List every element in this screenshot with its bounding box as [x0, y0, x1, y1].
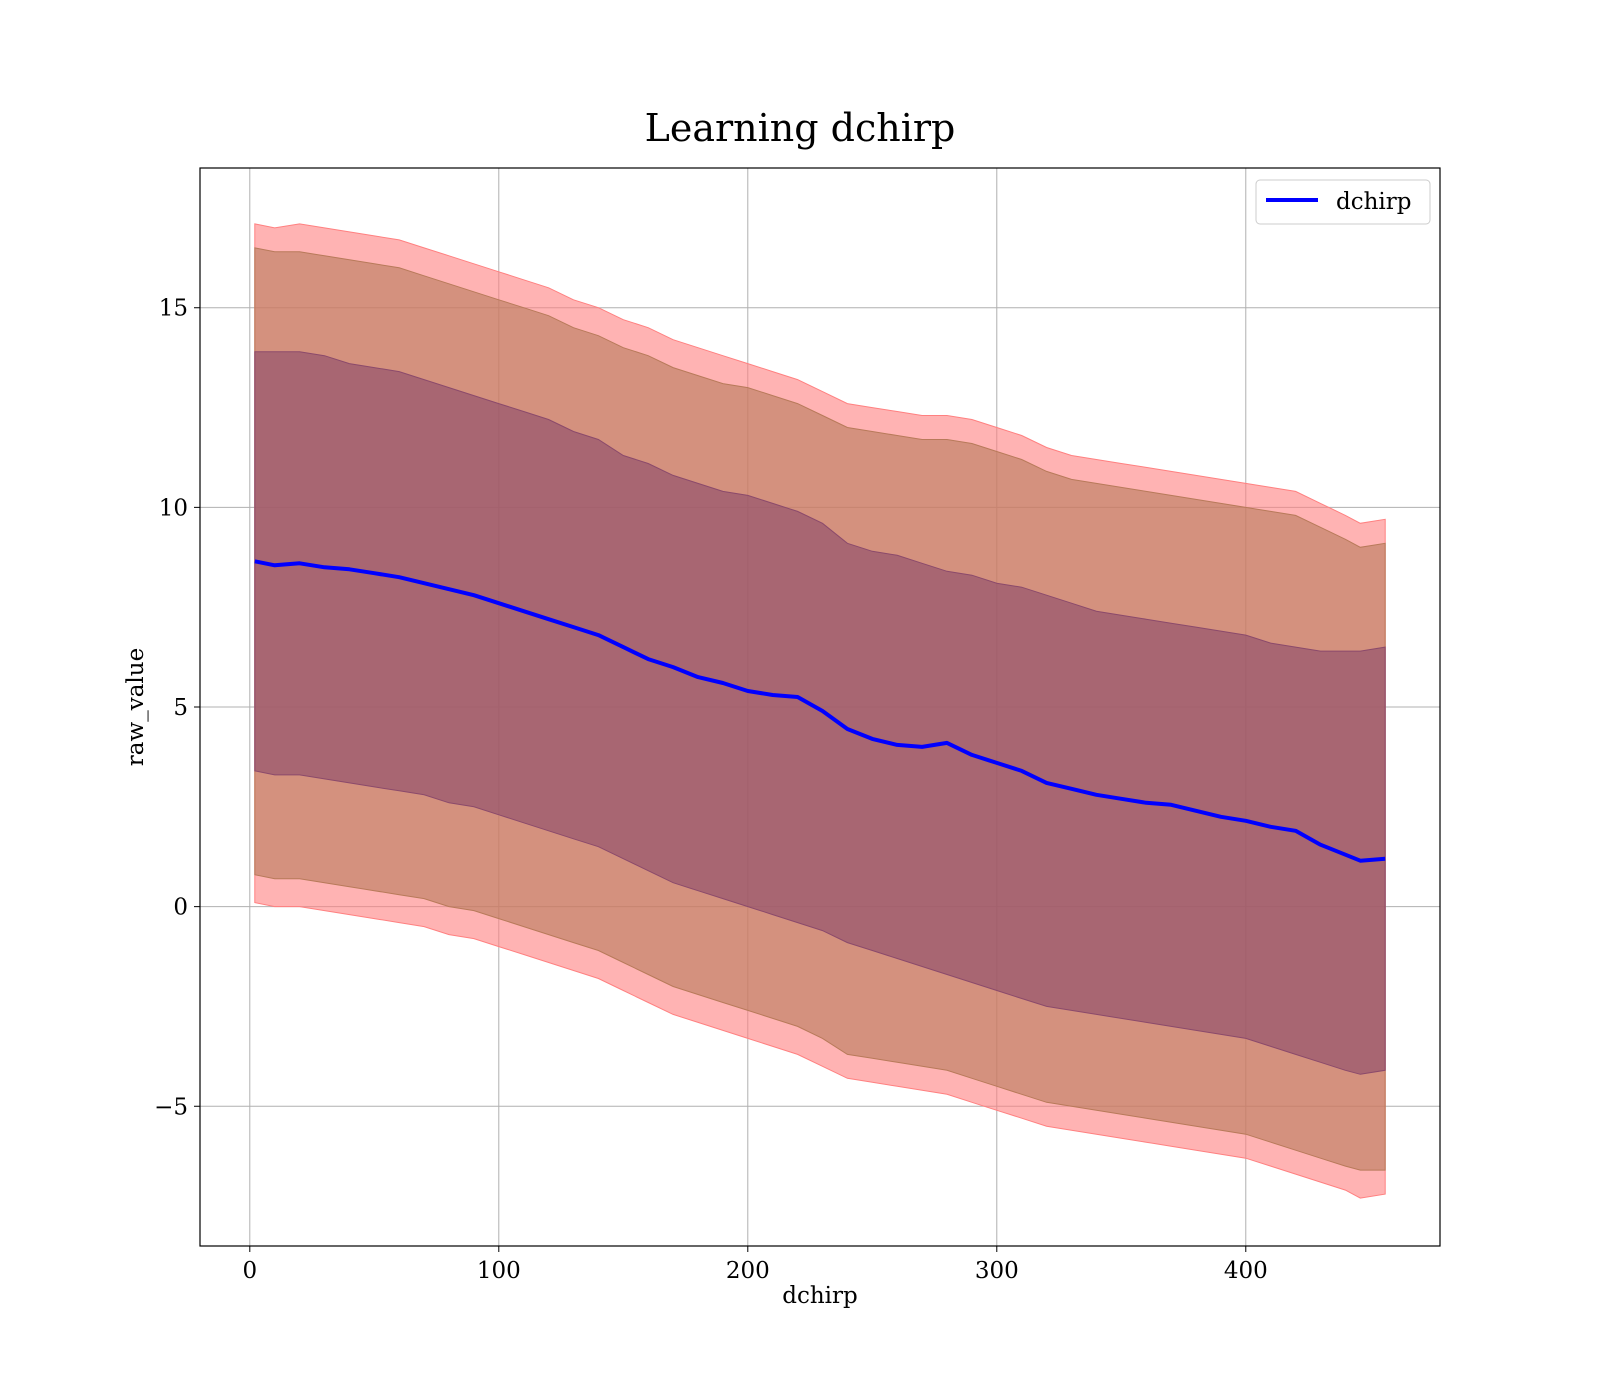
legend-box — [1255, 179, 1431, 225]
y-axis-label: raw_value — [123, 648, 149, 766]
series-line-dchirp — [254, 559, 1386, 863]
mean-line — [254, 559, 1386, 863]
x-tick-label: 0 — [242, 1258, 257, 1284]
legend-label: dchirp — [1336, 189, 1412, 215]
y-tick-label: −5 — [154, 1094, 188, 1120]
x-tick-label: 200 — [726, 1258, 770, 1284]
band-1 — [254, 351, 1386, 1075]
x-axis-label: dchirp — [782, 1283, 858, 1309]
chart-title: Learning dchirp — [645, 106, 956, 150]
y-tick-label: 0 — [173, 895, 188, 921]
x-tick-label: 100 — [477, 1258, 521, 1284]
legend: dchirp — [1255, 179, 1431, 225]
axis-ticks: 0 100 200 300 400 −5 0 5 10 15 — [154, 296, 1268, 1284]
y-tick-label: 15 — [159, 296, 188, 322]
y-tick-label: 10 — [159, 495, 188, 521]
x-tick-label: 400 — [1224, 1258, 1268, 1284]
x-tick-label: 300 — [975, 1258, 1019, 1284]
y-tick-label: 5 — [173, 695, 188, 721]
